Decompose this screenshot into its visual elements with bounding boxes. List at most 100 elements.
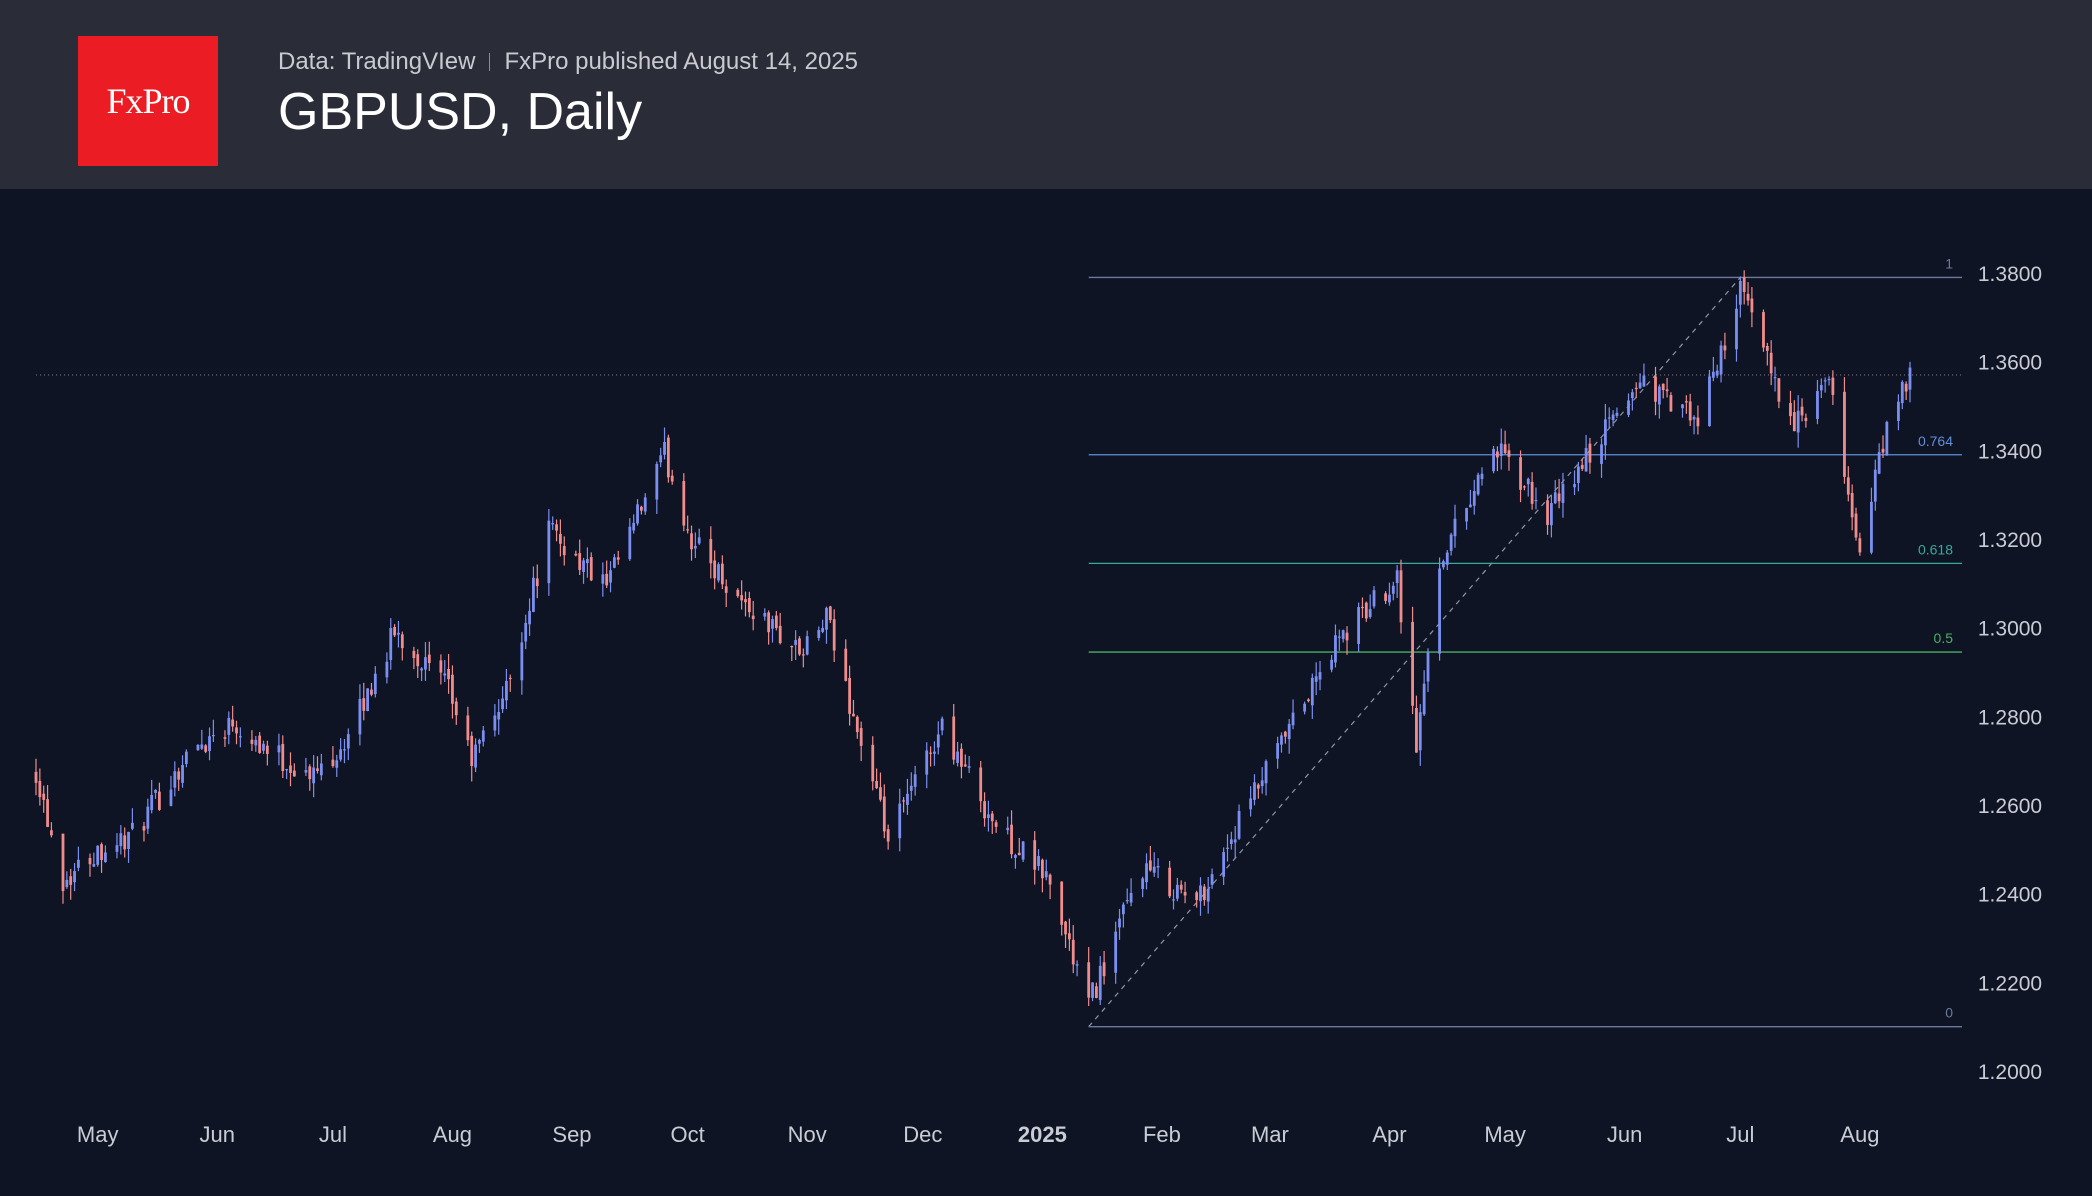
y-tick-label: 1.3000 [1978, 618, 2042, 641]
candle [308, 764, 312, 791]
candle [990, 810, 994, 834]
candle [250, 730, 254, 751]
candle [1121, 902, 1125, 928]
candle [1469, 489, 1472, 508]
candle [1881, 435, 1885, 458]
candle [1681, 403, 1684, 418]
candle [1526, 477, 1530, 497]
candle [1307, 698, 1310, 703]
fib-label-1: 1 [1945, 255, 1953, 271]
candle [1665, 377, 1669, 398]
candle [169, 775, 173, 807]
candle [73, 863, 76, 892]
candle [709, 526, 713, 579]
candle [254, 735, 258, 752]
candle [682, 473, 686, 532]
candle [1661, 383, 1665, 399]
candle [1041, 858, 1044, 893]
candle [1168, 860, 1172, 899]
candle [38, 768, 42, 806]
candle [666, 434, 670, 483]
x-tick-label: Jul [1726, 1122, 1754, 1147]
candle [794, 630, 798, 661]
candle [528, 598, 531, 636]
candle [1391, 581, 1395, 601]
candle [1831, 370, 1835, 405]
candle [790, 645, 794, 661]
candle [1118, 908, 1121, 940]
candle [994, 819, 998, 833]
candle [1280, 732, 1283, 753]
candle [1206, 876, 1210, 914]
candle [1426, 648, 1430, 693]
x-tick-label: Apr [1372, 1122, 1406, 1147]
candle [92, 852, 96, 868]
candle [1823, 377, 1827, 393]
candle [466, 706, 470, 746]
candle [940, 716, 944, 736]
y-tick-label: 1.2000 [1978, 1061, 2042, 1084]
candle [1600, 438, 1603, 478]
candle [983, 792, 986, 827]
candle [1523, 485, 1526, 491]
fib-label-0-618: 0.618 [1918, 541, 1953, 557]
candle [319, 753, 323, 781]
candle [1588, 437, 1592, 474]
candle [262, 740, 265, 754]
candle [1345, 626, 1349, 655]
candle [1256, 783, 1260, 799]
candle [1372, 586, 1376, 609]
candle [292, 763, 296, 777]
candle [304, 757, 308, 777]
candle [1172, 889, 1175, 910]
candle [1087, 947, 1091, 1006]
candle [589, 552, 593, 582]
candle [817, 626, 821, 641]
candle [1199, 877, 1202, 916]
candle [1125, 888, 1129, 904]
candle [720, 555, 724, 590]
candle [1067, 918, 1071, 951]
candle [1472, 479, 1476, 515]
candle [1688, 393, 1692, 427]
candle [1249, 786, 1253, 817]
candle [61, 833, 65, 904]
candle [439, 654, 443, 685]
candle [798, 636, 801, 656]
candle [1719, 340, 1723, 383]
candle [1476, 472, 1480, 496]
candle [821, 619, 825, 634]
candle [373, 666, 377, 698]
candle [123, 827, 127, 858]
candle [1904, 381, 1908, 400]
logo-text: FxPro [106, 81, 190, 121]
candle [416, 649, 420, 679]
candle [532, 566, 535, 613]
candle [929, 746, 932, 767]
candle [1071, 925, 1075, 974]
candle [828, 605, 832, 623]
candle [1044, 859, 1048, 881]
candle [1573, 470, 1576, 496]
candle [157, 782, 161, 811]
candle [358, 684, 362, 746]
candle [1318, 660, 1322, 691]
candle [1692, 415, 1696, 435]
candle [339, 738, 343, 762]
candle [424, 642, 427, 681]
header-bar: FxPro Data: TradingVIew FxPro published … [0, 0, 2092, 189]
candle [1148, 846, 1152, 872]
candle [1415, 695, 1418, 753]
candle [601, 562, 605, 597]
x-tick-label: May [1484, 1122, 1526, 1147]
y-tick-label: 1.2200 [1978, 972, 2042, 995]
candle [582, 557, 585, 584]
candle [913, 765, 917, 796]
x-tick-label: Mar [1251, 1122, 1289, 1147]
candle [1503, 430, 1507, 455]
candle [987, 800, 990, 832]
candle [744, 591, 747, 617]
y-tick-label: 1.3200 [1978, 529, 2042, 552]
y-tick-label: 1.2600 [1978, 795, 2042, 818]
candle [1330, 654, 1334, 673]
